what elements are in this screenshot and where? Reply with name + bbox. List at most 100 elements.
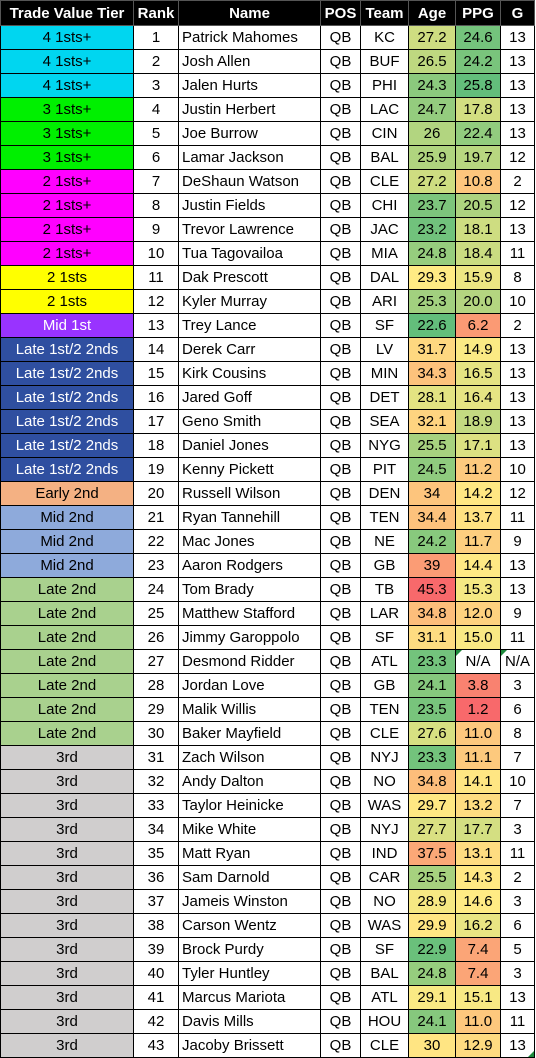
- rank-cell[interactable]: 4: [133, 97, 179, 122]
- name-cell[interactable]: Daniel Jones: [178, 433, 321, 458]
- age-cell[interactable]: 27.2: [408, 169, 456, 194]
- games-cell[interactable]: 2: [500, 169, 535, 194]
- pos-cell[interactable]: QB: [320, 313, 361, 338]
- tier-cell[interactable]: Late 1st/2 2nds: [0, 457, 134, 482]
- team-cell[interactable]: ATL: [360, 985, 409, 1010]
- pos-cell[interactable]: QB: [320, 649, 361, 674]
- team-cell[interactable]: NO: [360, 769, 409, 794]
- age-cell[interactable]: 29.7: [408, 793, 456, 818]
- pos-cell[interactable]: QB: [320, 289, 361, 314]
- name-cell[interactable]: Justin Herbert: [178, 97, 321, 122]
- team-cell[interactable]: CLE: [360, 1033, 409, 1058]
- header-rank[interactable]: Rank: [133, 0, 179, 26]
- ppg-cell[interactable]: 12.9: [455, 1033, 501, 1058]
- age-cell[interactable]: 27.7: [408, 817, 456, 842]
- name-cell[interactable]: Matt Ryan: [178, 841, 321, 866]
- pos-cell[interactable]: QB: [320, 433, 361, 458]
- name-cell[interactable]: Jimmy Garoppolo: [178, 625, 321, 650]
- age-cell[interactable]: 28.9: [408, 889, 456, 914]
- age-cell[interactable]: 25.5: [408, 433, 456, 458]
- tier-cell[interactable]: Late 2nd: [0, 673, 134, 698]
- games-cell[interactable]: 3: [500, 961, 535, 986]
- rank-cell[interactable]: 43: [133, 1033, 179, 1058]
- tier-cell[interactable]: 3 1sts+: [0, 145, 134, 170]
- games-cell[interactable]: 6: [500, 697, 535, 722]
- tier-cell[interactable]: 3rd: [0, 937, 134, 962]
- tier-cell[interactable]: Late 2nd: [0, 625, 134, 650]
- team-cell[interactable]: DET: [360, 385, 409, 410]
- pos-cell[interactable]: QB: [320, 865, 361, 890]
- tier-cell[interactable]: 3rd: [0, 1033, 134, 1058]
- pos-cell[interactable]: QB: [320, 673, 361, 698]
- tier-cell[interactable]: 3rd: [0, 745, 134, 770]
- name-cell[interactable]: Andy Dalton: [178, 769, 321, 794]
- tier-cell[interactable]: 2 1sts: [0, 289, 134, 314]
- rank-cell[interactable]: 32: [133, 769, 179, 794]
- rank-cell[interactable]: 13: [133, 313, 179, 338]
- pos-cell[interactable]: QB: [320, 505, 361, 530]
- rank-cell[interactable]: 17: [133, 409, 179, 434]
- name-cell[interactable]: Kyler Murray: [178, 289, 321, 314]
- name-cell[interactable]: Tyler Huntley: [178, 961, 321, 986]
- pos-cell[interactable]: QB: [320, 553, 361, 578]
- pos-cell[interactable]: QB: [320, 241, 361, 266]
- pos-cell[interactable]: QB: [320, 529, 361, 554]
- pos-cell[interactable]: QB: [320, 985, 361, 1010]
- name-cell[interactable]: Jordan Love: [178, 673, 321, 698]
- team-cell[interactable]: NYJ: [360, 817, 409, 842]
- ppg-cell[interactable]: 7.4: [455, 937, 501, 962]
- games-cell[interactable]: 3: [500, 889, 535, 914]
- tier-cell[interactable]: 2 1sts+: [0, 241, 134, 266]
- name-cell[interactable]: Trevor Lawrence: [178, 217, 321, 242]
- games-cell[interactable]: 12: [500, 193, 535, 218]
- ppg-cell[interactable]: 13.2: [455, 793, 501, 818]
- age-cell[interactable]: 34: [408, 481, 456, 506]
- age-cell[interactable]: 23.3: [408, 649, 456, 674]
- name-cell[interactable]: Tua Tagovailoa: [178, 241, 321, 266]
- name-cell[interactable]: Jameis Winston: [178, 889, 321, 914]
- rank-cell[interactable]: 28: [133, 673, 179, 698]
- rank-cell[interactable]: 9: [133, 217, 179, 242]
- ppg-cell[interactable]: 15.1: [455, 985, 501, 1010]
- rank-cell[interactable]: 40: [133, 961, 179, 986]
- tier-cell[interactable]: Mid 2nd: [0, 505, 134, 530]
- pos-cell[interactable]: QB: [320, 793, 361, 818]
- ppg-cell[interactable]: 15.9: [455, 265, 501, 290]
- age-cell[interactable]: 24.3: [408, 73, 456, 98]
- tier-cell[interactable]: Late 1st/2 2nds: [0, 385, 134, 410]
- age-cell[interactable]: 23.5: [408, 697, 456, 722]
- header-ppg[interactable]: PPG: [455, 0, 501, 26]
- age-cell[interactable]: 29.3: [408, 265, 456, 290]
- ppg-cell[interactable]: 7.4: [455, 961, 501, 986]
- name-cell[interactable]: Taylor Heinicke: [178, 793, 321, 818]
- tier-cell[interactable]: Late 1st/2 2nds: [0, 337, 134, 362]
- tier-cell[interactable]: Late 1st/2 2nds: [0, 433, 134, 458]
- tier-cell[interactable]: Late 2nd: [0, 577, 134, 602]
- pos-cell[interactable]: QB: [320, 217, 361, 242]
- rank-cell[interactable]: 8: [133, 193, 179, 218]
- rank-cell[interactable]: 2: [133, 49, 179, 74]
- pos-cell[interactable]: QB: [320, 385, 361, 410]
- pos-cell[interactable]: QB: [320, 337, 361, 362]
- ppg-cell[interactable]: 19.7: [455, 145, 501, 170]
- ppg-cell[interactable]: 20.0: [455, 289, 501, 314]
- games-cell[interactable]: 2: [500, 313, 535, 338]
- pos-cell[interactable]: QB: [320, 73, 361, 98]
- team-cell[interactable]: JAC: [360, 217, 409, 242]
- team-cell[interactable]: BUF: [360, 49, 409, 74]
- pos-cell[interactable]: QB: [320, 841, 361, 866]
- tier-cell[interactable]: Mid 2nd: [0, 553, 134, 578]
- rank-cell[interactable]: 33: [133, 793, 179, 818]
- name-cell[interactable]: Matthew Stafford: [178, 601, 321, 626]
- team-cell[interactable]: ATL: [360, 649, 409, 674]
- pos-cell[interactable]: QB: [320, 697, 361, 722]
- games-cell[interactable]: 11: [500, 625, 535, 650]
- tier-cell[interactable]: 3rd: [0, 793, 134, 818]
- ppg-cell[interactable]: 14.3: [455, 865, 501, 890]
- team-cell[interactable]: GB: [360, 673, 409, 698]
- ppg-cell[interactable]: 14.6: [455, 889, 501, 914]
- rank-cell[interactable]: 6: [133, 145, 179, 170]
- pos-cell[interactable]: QB: [320, 937, 361, 962]
- team-cell[interactable]: ARI: [360, 289, 409, 314]
- team-cell[interactable]: DEN: [360, 481, 409, 506]
